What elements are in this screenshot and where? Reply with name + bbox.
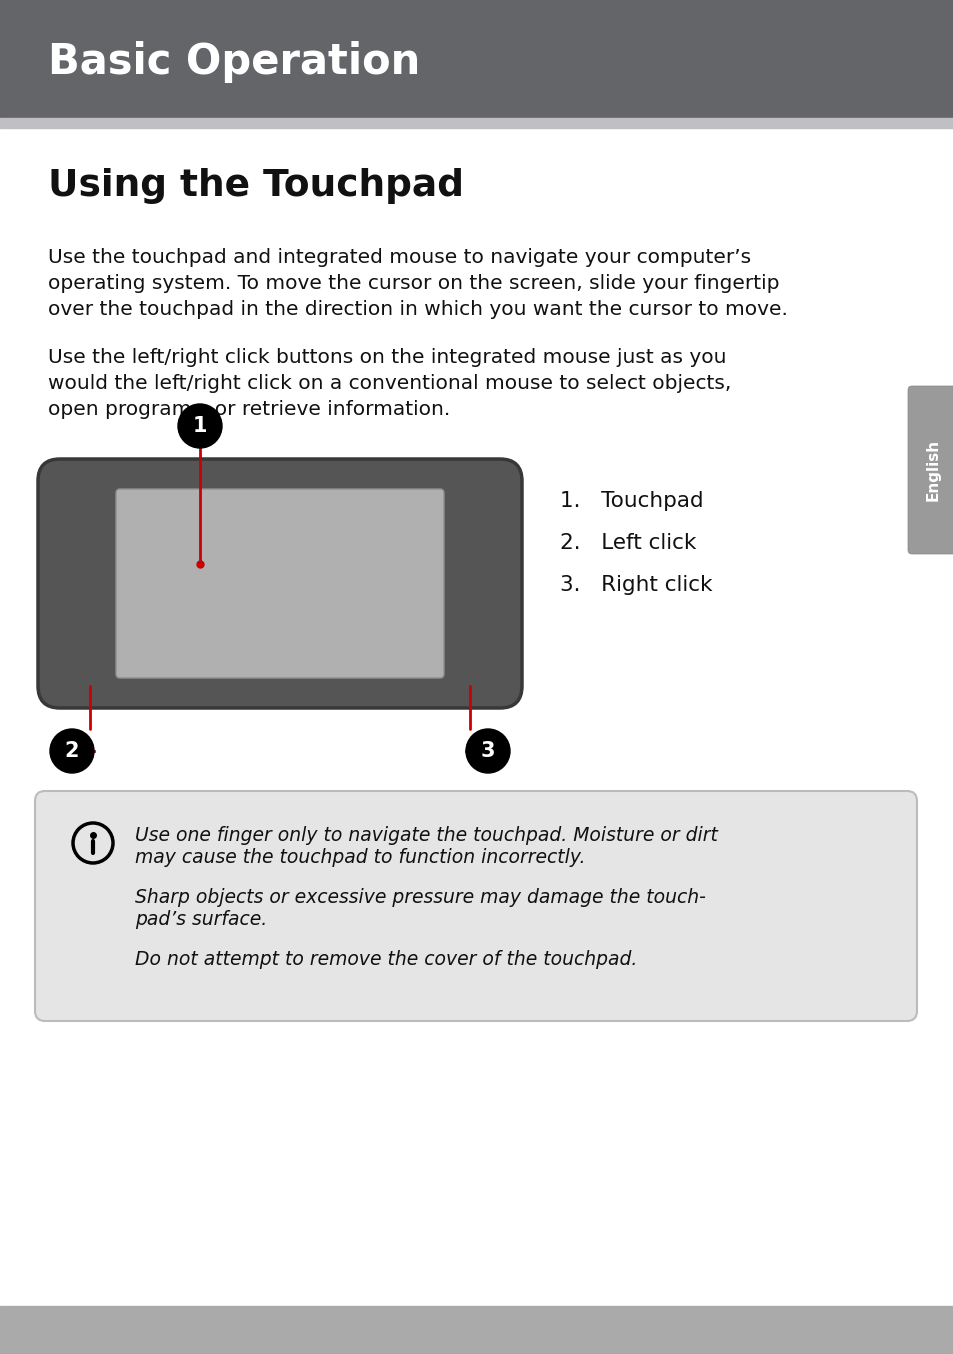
Text: 2.   Left click: 2. Left click: [559, 533, 696, 552]
Text: English: English: [924, 439, 940, 501]
Bar: [0, 0, 953, 118]
Circle shape: [50, 728, 94, 773]
Text: 2: 2: [65, 741, 79, 761]
FancyBboxPatch shape: [116, 489, 443, 678]
Text: Basic Operation: Basic Operation: [48, 41, 420, 83]
FancyBboxPatch shape: [35, 791, 916, 1021]
FancyBboxPatch shape: [38, 459, 521, 708]
Text: open programs, or retrieve information.: open programs, or retrieve information.: [48, 399, 450, 418]
Circle shape: [178, 403, 222, 448]
Text: 1: 1: [193, 416, 207, 436]
Text: Use the left/right click buttons on the integrated mouse just as you: Use the left/right click buttons on the …: [48, 348, 726, 367]
Text: would the left/right click on a conventional mouse to select objects,: would the left/right click on a conventi…: [48, 374, 731, 393]
Text: Using the Touchpad: Using the Touchpad: [48, 168, 463, 204]
Text: may cause the touchpad to function incorrectly.: may cause the touchpad to function incor…: [135, 848, 585, 867]
Bar: [0, 118, 953, 129]
Text: Sharp objects or excessive pressure may damage the touch-: Sharp objects or excessive pressure may …: [135, 888, 705, 907]
Text: Do not attempt to remove the cover of the touchpad.: Do not attempt to remove the cover of th…: [135, 951, 637, 969]
Text: 1.   Touchpad: 1. Touchpad: [559, 492, 703, 510]
Text: 3.   Right click: 3. Right click: [559, 575, 712, 594]
Text: pad’s surface.: pad’s surface.: [135, 910, 267, 929]
Text: 3: 3: [480, 741, 495, 761]
FancyBboxPatch shape: [907, 386, 953, 554]
Circle shape: [465, 728, 510, 773]
Text: over the touchpad in the direction in which you want the cursor to move.: over the touchpad in the direction in wh…: [48, 301, 787, 320]
Bar: [0, 1307, 953, 1354]
Text: Use one finger only to navigate the touchpad. Moisture or dirt: Use one finger only to navigate the touc…: [135, 826, 717, 845]
Text: Use the touchpad and integrated mouse to navigate your computer’s: Use the touchpad and integrated mouse to…: [48, 248, 750, 267]
Text: operating system. To move the cursor on the screen, slide your fingertip: operating system. To move the cursor on …: [48, 274, 779, 292]
